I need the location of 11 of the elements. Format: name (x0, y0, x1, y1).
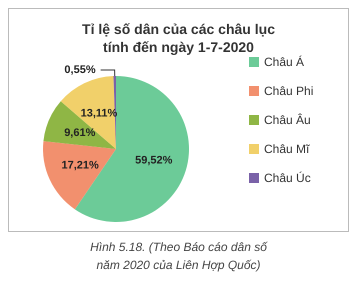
legend-label: Châu Úc (264, 171, 311, 185)
legend-label: Châu Phi (264, 84, 314, 98)
legend-label: Châu Âu (264, 113, 311, 127)
data-label: 17,21% (61, 160, 99, 172)
legend-label: Châu Mĩ (264, 142, 310, 156)
data-label: 0,55% (64, 64, 96, 76)
text: Hình 5.18. (Theo Báo cáo dân số năm 2020 của Liên Hợp Quốc) (89, 239, 269, 274)
chart-title: Tỉ lệ số dân của các châu lục tính đến ngày 1-7-2020 (82, 21, 276, 55)
data-label: 9,61% (64, 127, 96, 140)
data-label: 59,52% (135, 154, 173, 167)
legend-label: Châu Á (264, 55, 304, 69)
